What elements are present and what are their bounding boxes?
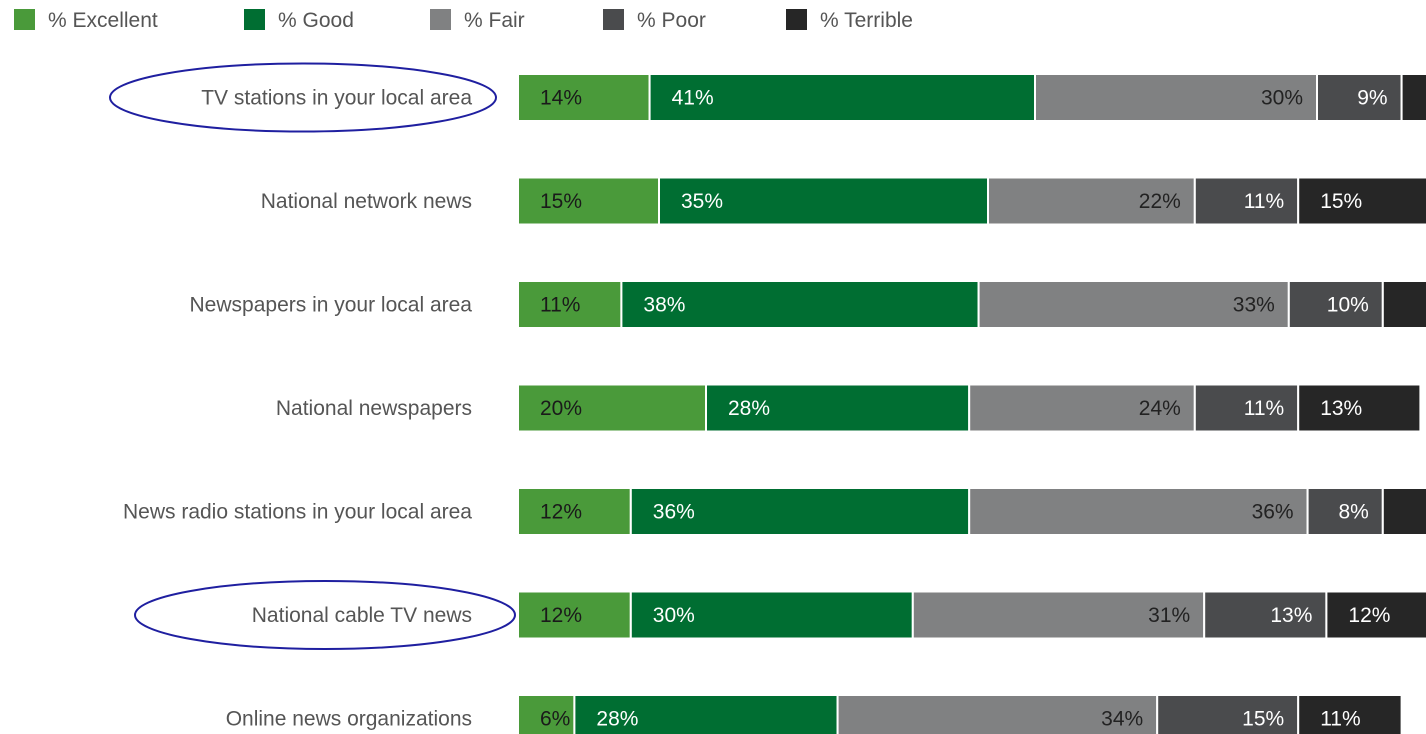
value-label: 15% <box>1320 190 1362 213</box>
legend-label: % Terrible <box>820 9 913 32</box>
bar-segment <box>1156 694 1300 734</box>
bar-segment <box>1325 590 1426 640</box>
bar-segment <box>629 487 971 536</box>
value-label: 11% <box>540 294 580 317</box>
highlight-ellipse <box>134 580 516 650</box>
value-label: 12% <box>1348 604 1390 627</box>
legend-swatch <box>430 9 451 30</box>
value-label: 12% <box>540 501 582 524</box>
value-label: 8% <box>1338 501 1368 524</box>
bar-segment <box>987 176 1196 226</box>
bar-segment <box>648 73 1036 122</box>
value-label: 11% <box>1244 190 1284 213</box>
value-label: 28% <box>728 397 770 420</box>
bar-segment <box>1034 73 1318 122</box>
bar-segment <box>1297 176 1426 226</box>
value-label: 15% <box>1242 708 1284 731</box>
value-label: 36% <box>653 501 695 524</box>
value-label: 24% <box>1139 397 1181 420</box>
legend-swatch <box>603 9 624 30</box>
bar-row: National newspapers 20% 28% 24% 11% 13% <box>276 383 1422 433</box>
bar-segment <box>1381 280 1426 329</box>
legend-item: % Terrible <box>786 9 913 32</box>
bar-segment <box>517 73 651 122</box>
bar-row: Online news organizations 6% 28% 34% 15% 11% <box>226 694 1403 734</box>
value-label: 13% <box>1320 397 1362 420</box>
value-label: 36% <box>1252 501 1294 524</box>
value-label: 34% <box>1101 708 1143 731</box>
legend-item: % Poor <box>603 9 706 32</box>
bar-segment <box>1203 590 1328 640</box>
legend: % Excellent % Good % Fair % Poor % Terrible <box>14 9 913 32</box>
legend-swatch <box>244 9 265 30</box>
bar-segment <box>705 383 971 433</box>
category-label: News radio stations in your local area <box>123 501 472 524</box>
legend-swatch <box>786 9 807 30</box>
value-label: 30% <box>1261 87 1303 110</box>
value-label: 22% <box>1139 190 1181 213</box>
value-label: 14% <box>540 87 582 110</box>
bar-segment <box>977 280 1290 329</box>
bar-segment <box>629 590 914 640</box>
category-label: National network news <box>261 190 472 213</box>
category-label: Newspapers in your local area <box>190 294 473 317</box>
value-label: 33% <box>1233 294 1275 317</box>
value-label: 6% <box>540 708 570 731</box>
value-label: 9% <box>1357 87 1387 110</box>
bar-segment <box>620 280 980 329</box>
value-label: 12% <box>540 604 582 627</box>
value-label: 13% <box>1270 604 1312 627</box>
legend-item: % Good <box>244 9 354 32</box>
value-label: 38% <box>643 294 685 317</box>
plot-area: TV stations in your local area 14% 41% 30% 9… <box>123 73 1426 734</box>
value-label: 11% <box>1244 397 1284 420</box>
category-label: National newspapers <box>276 397 472 420</box>
bar-segment <box>1287 280 1384 329</box>
legend-item: % Fair <box>430 9 525 32</box>
value-label: 15% <box>540 190 582 213</box>
bar-segment <box>1297 383 1422 433</box>
legend-label: % Poor <box>637 9 706 32</box>
value-label: 31% <box>1148 604 1190 627</box>
bar-segment <box>517 383 707 433</box>
highlight-annotations <box>109 62 516 650</box>
value-label: 28% <box>596 708 638 731</box>
value-label: 11% <box>1320 708 1360 731</box>
bar-row: Newspapers in your local area 11% 38% 33% 10… <box>190 280 1426 329</box>
bar-row: National network news 15% 35% 22% 11% 15% <box>261 176 1426 226</box>
bar-segment <box>658 176 989 226</box>
value-label: 30% <box>653 604 695 627</box>
legend-label: % Excellent <box>48 9 158 32</box>
bar-segment <box>517 590 632 640</box>
legend-label: % Good <box>278 9 354 32</box>
category-label: Online news organizations <box>226 708 472 731</box>
bar-segment <box>968 487 1309 536</box>
legend-item: % Excellent <box>14 9 158 32</box>
bar-row: News radio stations in your local area 12… <box>123 487 1426 536</box>
bar-segment <box>517 694 576 734</box>
legend-swatch <box>14 9 35 30</box>
bar-segment <box>1193 176 1300 226</box>
bar-segment <box>1297 694 1403 734</box>
category-label: National cable TV news <box>252 604 472 627</box>
value-label: 41% <box>672 87 714 110</box>
value-label: 35% <box>681 190 723 213</box>
bar-segment <box>968 383 1196 433</box>
bar-segment <box>1400 73 1426 122</box>
bar-row: TV stations in your local area 14% 41% 30% 9… <box>201 73 1426 122</box>
value-label: 10% <box>1327 294 1369 317</box>
value-label: 20% <box>540 397 582 420</box>
bar-segment <box>1316 73 1403 122</box>
category-label: TV stations in your local area <box>201 87 472 110</box>
bar-row: National cable TV news 12% 30% 31% 13% 12% <box>252 590 1426 640</box>
bar-segment <box>1381 487 1426 536</box>
highlight-ellipse <box>109 62 497 133</box>
legend-label: % Fair <box>464 9 525 32</box>
